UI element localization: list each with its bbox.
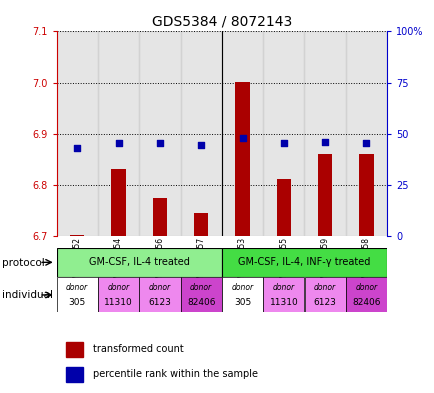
Text: 11310: 11310 (269, 298, 298, 307)
Bar (276, 179, 290, 236)
Point (239, 135, 246, 141)
Bar (180, 277, 221, 312)
Text: donor: donor (190, 283, 212, 292)
Bar (263, 277, 304, 312)
Text: 6123: 6123 (313, 298, 336, 307)
Text: percentile rank within the sample: percentile rank within the sample (93, 369, 257, 379)
Bar (111, 169, 125, 236)
Text: donor: donor (148, 283, 171, 292)
Text: donor: donor (272, 283, 294, 292)
Point (280, 140, 287, 146)
Bar (139, 277, 180, 312)
Text: donor: donor (355, 283, 377, 292)
Bar (221, 248, 386, 277)
Text: 6123: 6123 (148, 298, 171, 307)
Point (362, 140, 369, 146)
Text: 305: 305 (69, 298, 85, 307)
Bar (98, 31, 139, 236)
Text: donor: donor (107, 283, 129, 292)
Bar (235, 82, 249, 236)
Bar (194, 213, 208, 236)
Text: donor: donor (66, 283, 88, 292)
Bar (56, 248, 221, 277)
Bar (70, 235, 84, 236)
Text: GM-CSF, IL-4 treated: GM-CSF, IL-4 treated (89, 257, 189, 267)
Text: protocol: protocol (2, 257, 45, 268)
Text: GM-CSF, IL-4, INF-γ treated: GM-CSF, IL-4, INF-γ treated (238, 257, 370, 267)
Bar (152, 198, 167, 236)
Title: GDS5384 / 8072143: GDS5384 / 8072143 (151, 15, 291, 29)
Bar (358, 154, 373, 236)
Bar (66, 367, 83, 382)
Point (156, 140, 163, 146)
Text: 305: 305 (233, 298, 250, 307)
Text: transformed count: transformed count (93, 344, 183, 354)
Bar (139, 31, 180, 236)
Text: donor: donor (313, 283, 335, 292)
Bar (304, 277, 345, 312)
Bar (180, 31, 221, 236)
Text: individual: individual (2, 290, 53, 300)
Point (115, 140, 122, 146)
Bar (221, 31, 263, 236)
Bar (98, 277, 139, 312)
Bar (221, 277, 263, 312)
Text: 82406: 82406 (187, 298, 215, 307)
Bar (304, 31, 345, 236)
Bar (317, 154, 332, 236)
Text: 11310: 11310 (104, 298, 133, 307)
Point (321, 139, 328, 145)
Bar (263, 31, 304, 236)
Bar (56, 31, 98, 236)
Bar (66, 342, 83, 357)
Point (197, 142, 204, 149)
Bar (56, 277, 98, 312)
Text: 82406: 82406 (352, 298, 380, 307)
Text: donor: donor (231, 283, 253, 292)
Bar (345, 31, 386, 236)
Bar (345, 277, 386, 312)
Point (74, 145, 81, 152)
